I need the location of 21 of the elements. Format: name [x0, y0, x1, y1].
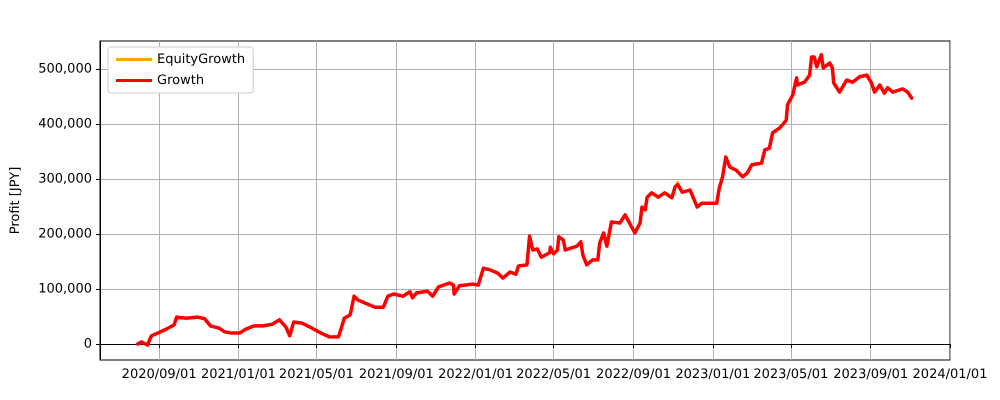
x-tick-label: 2021/05/01	[278, 367, 354, 382]
x-tick-label: 2022/05/01	[516, 367, 592, 382]
y-tick-label: 300,000	[38, 172, 92, 187]
x-tick-label: 2021/09/01	[358, 367, 434, 382]
y-tick-label: 0	[84, 336, 92, 352]
line-series	[136, 53, 914, 347]
x-tick-label: 2022/01/01	[438, 367, 514, 382]
legend-label: EquityGrowth	[157, 52, 246, 67]
y-tick-label: 400,000	[38, 116, 92, 132]
x-tick-label: 2020/09/01	[122, 367, 197, 382]
y-tick-label: 500,000	[38, 62, 92, 77]
y-axis-title: Profit [JPY]	[8, 166, 23, 234]
legend-label: Growth	[157, 73, 204, 88]
x-tick-label: 2021/01/01	[200, 367, 276, 382]
y-tick-label: 200,000	[38, 226, 92, 242]
x-tick-label: 2022/09/01	[596, 367, 671, 382]
x-tick-label: 2023/09/01	[833, 367, 908, 382]
x-tick-label: 2023/05/01	[753, 367, 828, 382]
x-tick-label: 2024/01/01	[912, 367, 988, 382]
x-tick-label: 2023/01/01	[675, 367, 750, 382]
y-tick-label: 100,000	[38, 282, 92, 297]
